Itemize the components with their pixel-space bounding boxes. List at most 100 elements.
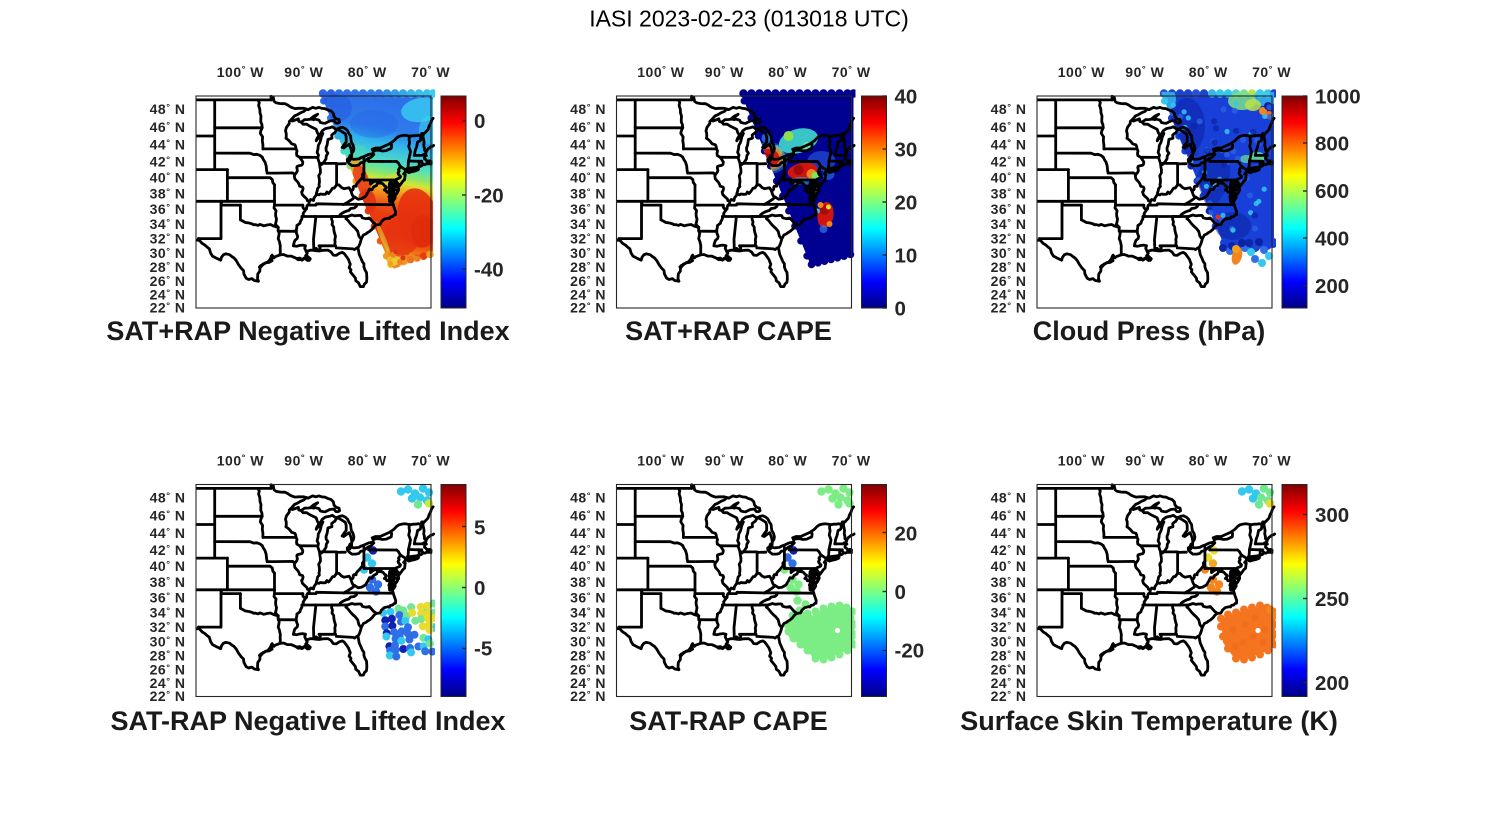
- svg-text:22° N: 22° N: [570, 688, 606, 704]
- svg-text:40° N: 40° N: [570, 170, 606, 186]
- svg-text:SAT-RAP Negative Lifted Index: SAT-RAP Negative Lifted Index: [110, 706, 505, 736]
- svg-text:26° N: 26° N: [150, 273, 186, 289]
- svg-text:36° N: 36° N: [150, 589, 186, 605]
- svg-text:30: 30: [895, 138, 918, 161]
- svg-text:36° N: 36° N: [991, 201, 1027, 217]
- svg-text:80° W: 80° W: [1189, 452, 1228, 468]
- svg-text:26° N: 26° N: [991, 273, 1027, 289]
- svg-text:80° W: 80° W: [768, 452, 807, 468]
- svg-text:250: 250: [1315, 588, 1349, 611]
- svg-text:38° N: 38° N: [150, 574, 186, 590]
- svg-text:0: 0: [474, 110, 485, 133]
- svg-text:100° W: 100° W: [637, 452, 685, 468]
- svg-text:44° N: 44° N: [570, 525, 606, 541]
- svg-text:20: 20: [895, 191, 918, 214]
- svg-text:36° N: 36° N: [991, 589, 1027, 605]
- svg-text:46° N: 46° N: [570, 119, 606, 135]
- svg-text:90° W: 90° W: [705, 452, 744, 468]
- svg-text:1000: 1000: [1315, 85, 1361, 108]
- svg-text:34° N: 34° N: [991, 216, 1027, 232]
- svg-text:38° N: 38° N: [991, 574, 1027, 590]
- svg-text:Cloud Press (hPa): Cloud Press (hPa): [1033, 316, 1266, 346]
- svg-text:46° N: 46° N: [991, 508, 1027, 524]
- svg-text:36° N: 36° N: [570, 201, 606, 217]
- svg-text:80° W: 80° W: [1189, 64, 1228, 80]
- svg-text:0: 0: [474, 577, 485, 600]
- svg-text:46° N: 46° N: [150, 119, 186, 135]
- svg-text:48° N: 48° N: [991, 101, 1027, 117]
- svg-text:48° N: 48° N: [570, 101, 606, 117]
- svg-text:32° N: 32° N: [150, 231, 186, 247]
- svg-text:34° N: 34° N: [150, 605, 186, 621]
- svg-text:SAT+RAP Negative Lifted Index: SAT+RAP Negative Lifted Index: [106, 316, 509, 346]
- svg-text:42° N: 42° N: [991, 542, 1027, 558]
- svg-text:34° N: 34° N: [570, 605, 606, 621]
- svg-text:24° N: 24° N: [150, 675, 186, 691]
- svg-text:200: 200: [1315, 672, 1349, 695]
- svg-text:100° W: 100° W: [217, 64, 265, 80]
- svg-text:32° N: 32° N: [991, 231, 1027, 247]
- svg-text:22° N: 22° N: [991, 688, 1027, 704]
- svg-text:0: 0: [895, 297, 906, 320]
- svg-text:20: 20: [895, 522, 918, 545]
- svg-text:400: 400: [1315, 227, 1349, 250]
- svg-text:32° N: 32° N: [991, 619, 1027, 635]
- svg-text:44° N: 44° N: [150, 525, 186, 541]
- svg-text:800: 800: [1315, 133, 1349, 156]
- svg-text:34° N: 34° N: [150, 216, 186, 232]
- svg-text:42° N: 42° N: [991, 153, 1027, 169]
- svg-text:70° W: 70° W: [832, 452, 871, 468]
- svg-text:24° N: 24° N: [991, 675, 1027, 691]
- svg-text:80° W: 80° W: [348, 452, 387, 468]
- svg-text:32° N: 32° N: [570, 619, 606, 635]
- svg-text:44° N: 44° N: [570, 137, 606, 153]
- svg-text:42° N: 42° N: [150, 153, 186, 169]
- svg-text:10: 10: [895, 244, 918, 267]
- svg-text:48° N: 48° N: [570, 490, 606, 506]
- svg-text:44° N: 44° N: [150, 137, 186, 153]
- svg-text:26° N: 26° N: [570, 273, 606, 289]
- svg-text:24° N: 24° N: [570, 286, 606, 302]
- svg-text:42° N: 42° N: [570, 542, 606, 558]
- svg-text:28° N: 28° N: [570, 648, 606, 664]
- svg-text:38° N: 38° N: [150, 186, 186, 202]
- svg-text:24° N: 24° N: [991, 286, 1027, 302]
- svg-text:80° W: 80° W: [768, 64, 807, 80]
- svg-text:30° N: 30° N: [150, 245, 186, 261]
- svg-text:26° N: 26° N: [570, 661, 606, 677]
- svg-text:300: 300: [1315, 504, 1349, 527]
- svg-text:-5: -5: [474, 637, 492, 660]
- svg-text:80° W: 80° W: [348, 64, 387, 80]
- svg-text:38° N: 38° N: [570, 574, 606, 590]
- svg-text:70° W: 70° W: [832, 64, 871, 80]
- svg-text:28° N: 28° N: [991, 259, 1027, 275]
- svg-text:5: 5: [474, 516, 485, 539]
- svg-text:38° N: 38° N: [991, 186, 1027, 202]
- svg-text:-40: -40: [474, 259, 504, 282]
- svg-text:40° N: 40° N: [150, 558, 186, 574]
- svg-text:32° N: 32° N: [150, 619, 186, 635]
- svg-text:34° N: 34° N: [991, 605, 1027, 621]
- svg-text:90° W: 90° W: [705, 64, 744, 80]
- svg-text:44° N: 44° N: [991, 137, 1027, 153]
- svg-text:100° W: 100° W: [217, 452, 265, 468]
- svg-text:22° N: 22° N: [150, 688, 186, 704]
- svg-text:600: 600: [1315, 180, 1349, 203]
- svg-text:100° W: 100° W: [637, 64, 685, 80]
- svg-text:42° N: 42° N: [150, 542, 186, 558]
- svg-text:48° N: 48° N: [150, 101, 186, 117]
- svg-text:48° N: 48° N: [150, 490, 186, 506]
- svg-text:30° N: 30° N: [991, 634, 1027, 650]
- svg-text:90° W: 90° W: [1125, 64, 1164, 80]
- svg-text:34° N: 34° N: [570, 216, 606, 232]
- svg-text:22° N: 22° N: [570, 300, 606, 316]
- svg-text:40° N: 40° N: [991, 558, 1027, 574]
- svg-text:32° N: 32° N: [570, 231, 606, 247]
- svg-text:30° N: 30° N: [150, 634, 186, 650]
- svg-text:22° N: 22° N: [150, 300, 186, 316]
- svg-text:-20: -20: [895, 639, 925, 662]
- svg-text:26° N: 26° N: [150, 661, 186, 677]
- svg-text:22° N: 22° N: [991, 300, 1027, 316]
- svg-text:30° N: 30° N: [991, 245, 1027, 261]
- svg-text:40° N: 40° N: [991, 170, 1027, 186]
